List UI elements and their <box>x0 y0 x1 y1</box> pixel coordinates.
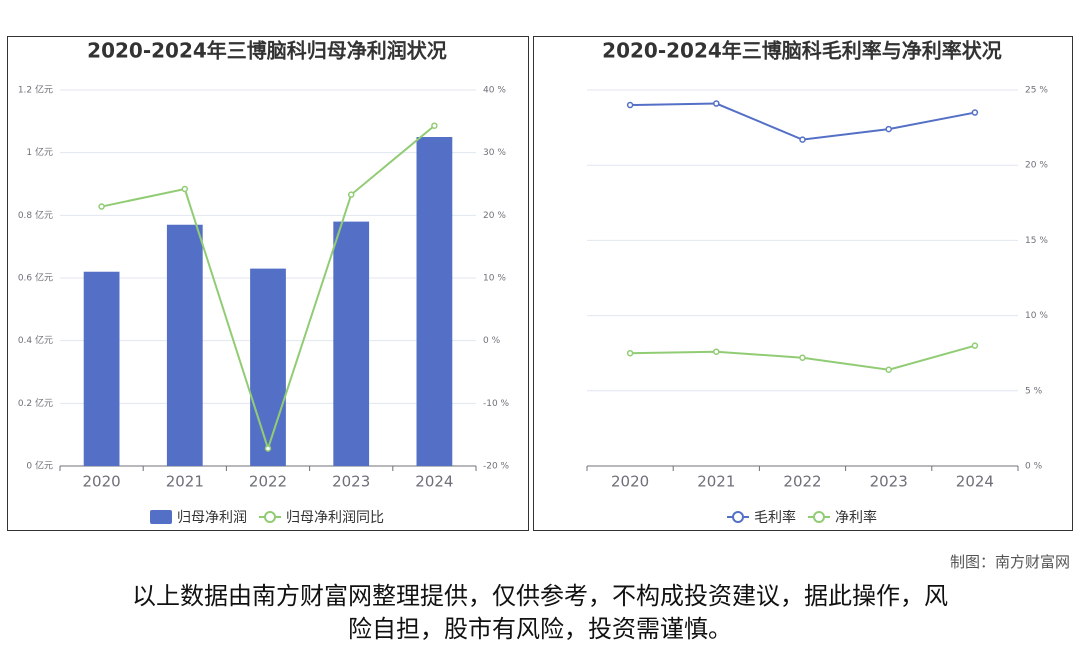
x-tick-label: 2020 <box>611 473 649 491</box>
disclaimer: 以上数据由南方财富网整理提供，仅供参考，不构成投资建议，据此操作，风 险自担，股… <box>0 580 1080 646</box>
y-tick-label: 1 亿元 <box>26 146 53 158</box>
legend: 毛利率 净利率 <box>727 509 877 526</box>
y2-tick-label: 40 % <box>483 86 506 96</box>
point <box>626 101 634 109</box>
bar <box>416 137 453 466</box>
point <box>799 136 806 143</box>
legend-swatch <box>264 511 276 523</box>
y-tick-label: 0 % <box>1025 462 1043 472</box>
disclaimer-line: 险自担，股市有风险，投资需谨慎。 <box>348 615 732 643</box>
point <box>626 349 634 357</box>
y-tick-label: 5 % <box>1025 386 1043 396</box>
point <box>971 109 979 116</box>
point <box>971 342 979 349</box>
y-tick-label: 20 % <box>1025 161 1048 171</box>
legend-label: 归母净利润同比 <box>286 509 384 526</box>
point <box>885 125 892 133</box>
x-tick-label: 2022 <box>783 473 821 491</box>
y2-tick-label: -10 % <box>483 399 510 409</box>
point <box>431 122 438 129</box>
y-tick-label: 25 % <box>1025 86 1048 96</box>
bar <box>83 271 120 466</box>
bar <box>166 224 203 466</box>
disclaimer-line: 以上数据由南方财富网整理提供，仅供参考，不构成投资建议，据此操作，风 <box>132 582 948 610</box>
y-tick-label: 0.4 亿元 <box>18 334 53 346</box>
chart-title: 2020-2024年三博脑科归母净利润状况 <box>87 39 447 63</box>
point <box>98 203 105 210</box>
y-tick-label: 15 % <box>1025 236 1048 246</box>
x-tick-label: 2023 <box>870 473 908 491</box>
legend-swatch <box>732 511 744 523</box>
x-tick-label: 2021 <box>697 473 735 491</box>
legend: 归母净利润 归母净利润同比 <box>150 509 384 526</box>
y-tick-label: 0.8 亿元 <box>18 209 53 221</box>
bar <box>250 268 286 466</box>
x-tick-label: 2020 <box>83 473 121 491</box>
y-tick-label: 0.2 亿元 <box>18 397 53 409</box>
y2-tick-label: 20 % <box>483 211 506 221</box>
charts: 2020-2024年三博脑科归母净利润状况 0 亿元 0.2 亿元 0.4 亿元 0.6… <box>7 36 1073 531</box>
panel <box>533 36 1073 531</box>
x-tick-label: 2022 <box>249 473 287 491</box>
x-tick-label: 2024 <box>956 473 994 491</box>
x-tick-label: 2021 <box>166 473 204 491</box>
credit: 制图：南方财富网 <box>949 553 1070 571</box>
legend-label: 净利率 <box>835 509 877 526</box>
y2-tick-label: 30 % <box>483 148 506 158</box>
point <box>713 348 720 355</box>
legend-label: 归母净利润 <box>177 509 247 526</box>
legend-swatch <box>150 510 172 524</box>
y-tick-label: 1.2 亿元 <box>18 84 53 96</box>
bar <box>333 221 370 466</box>
y-tick-label: 0.6 亿元 <box>18 272 53 284</box>
point <box>885 366 892 373</box>
point <box>799 354 806 361</box>
legend-label: 毛利率 <box>754 509 796 526</box>
x-tick-label: 2023 <box>332 473 370 491</box>
y2-tick-label: -20 % <box>483 462 510 472</box>
point <box>713 100 720 107</box>
x-tick-label: 2024 <box>415 473 453 491</box>
y-tick-label: 0 亿元 <box>26 460 53 472</box>
point <box>181 185 189 193</box>
point <box>347 191 355 198</box>
legend-swatch <box>813 511 825 523</box>
point <box>264 445 272 452</box>
y-tick-label: 10 % <box>1025 311 1048 321</box>
chart-title: 2020-2024年三博脑科毛利率与净利率状况 <box>602 39 1002 63</box>
y2-tick-label: 10 % <box>483 274 506 284</box>
y2-tick-label: 0 % <box>483 336 501 346</box>
